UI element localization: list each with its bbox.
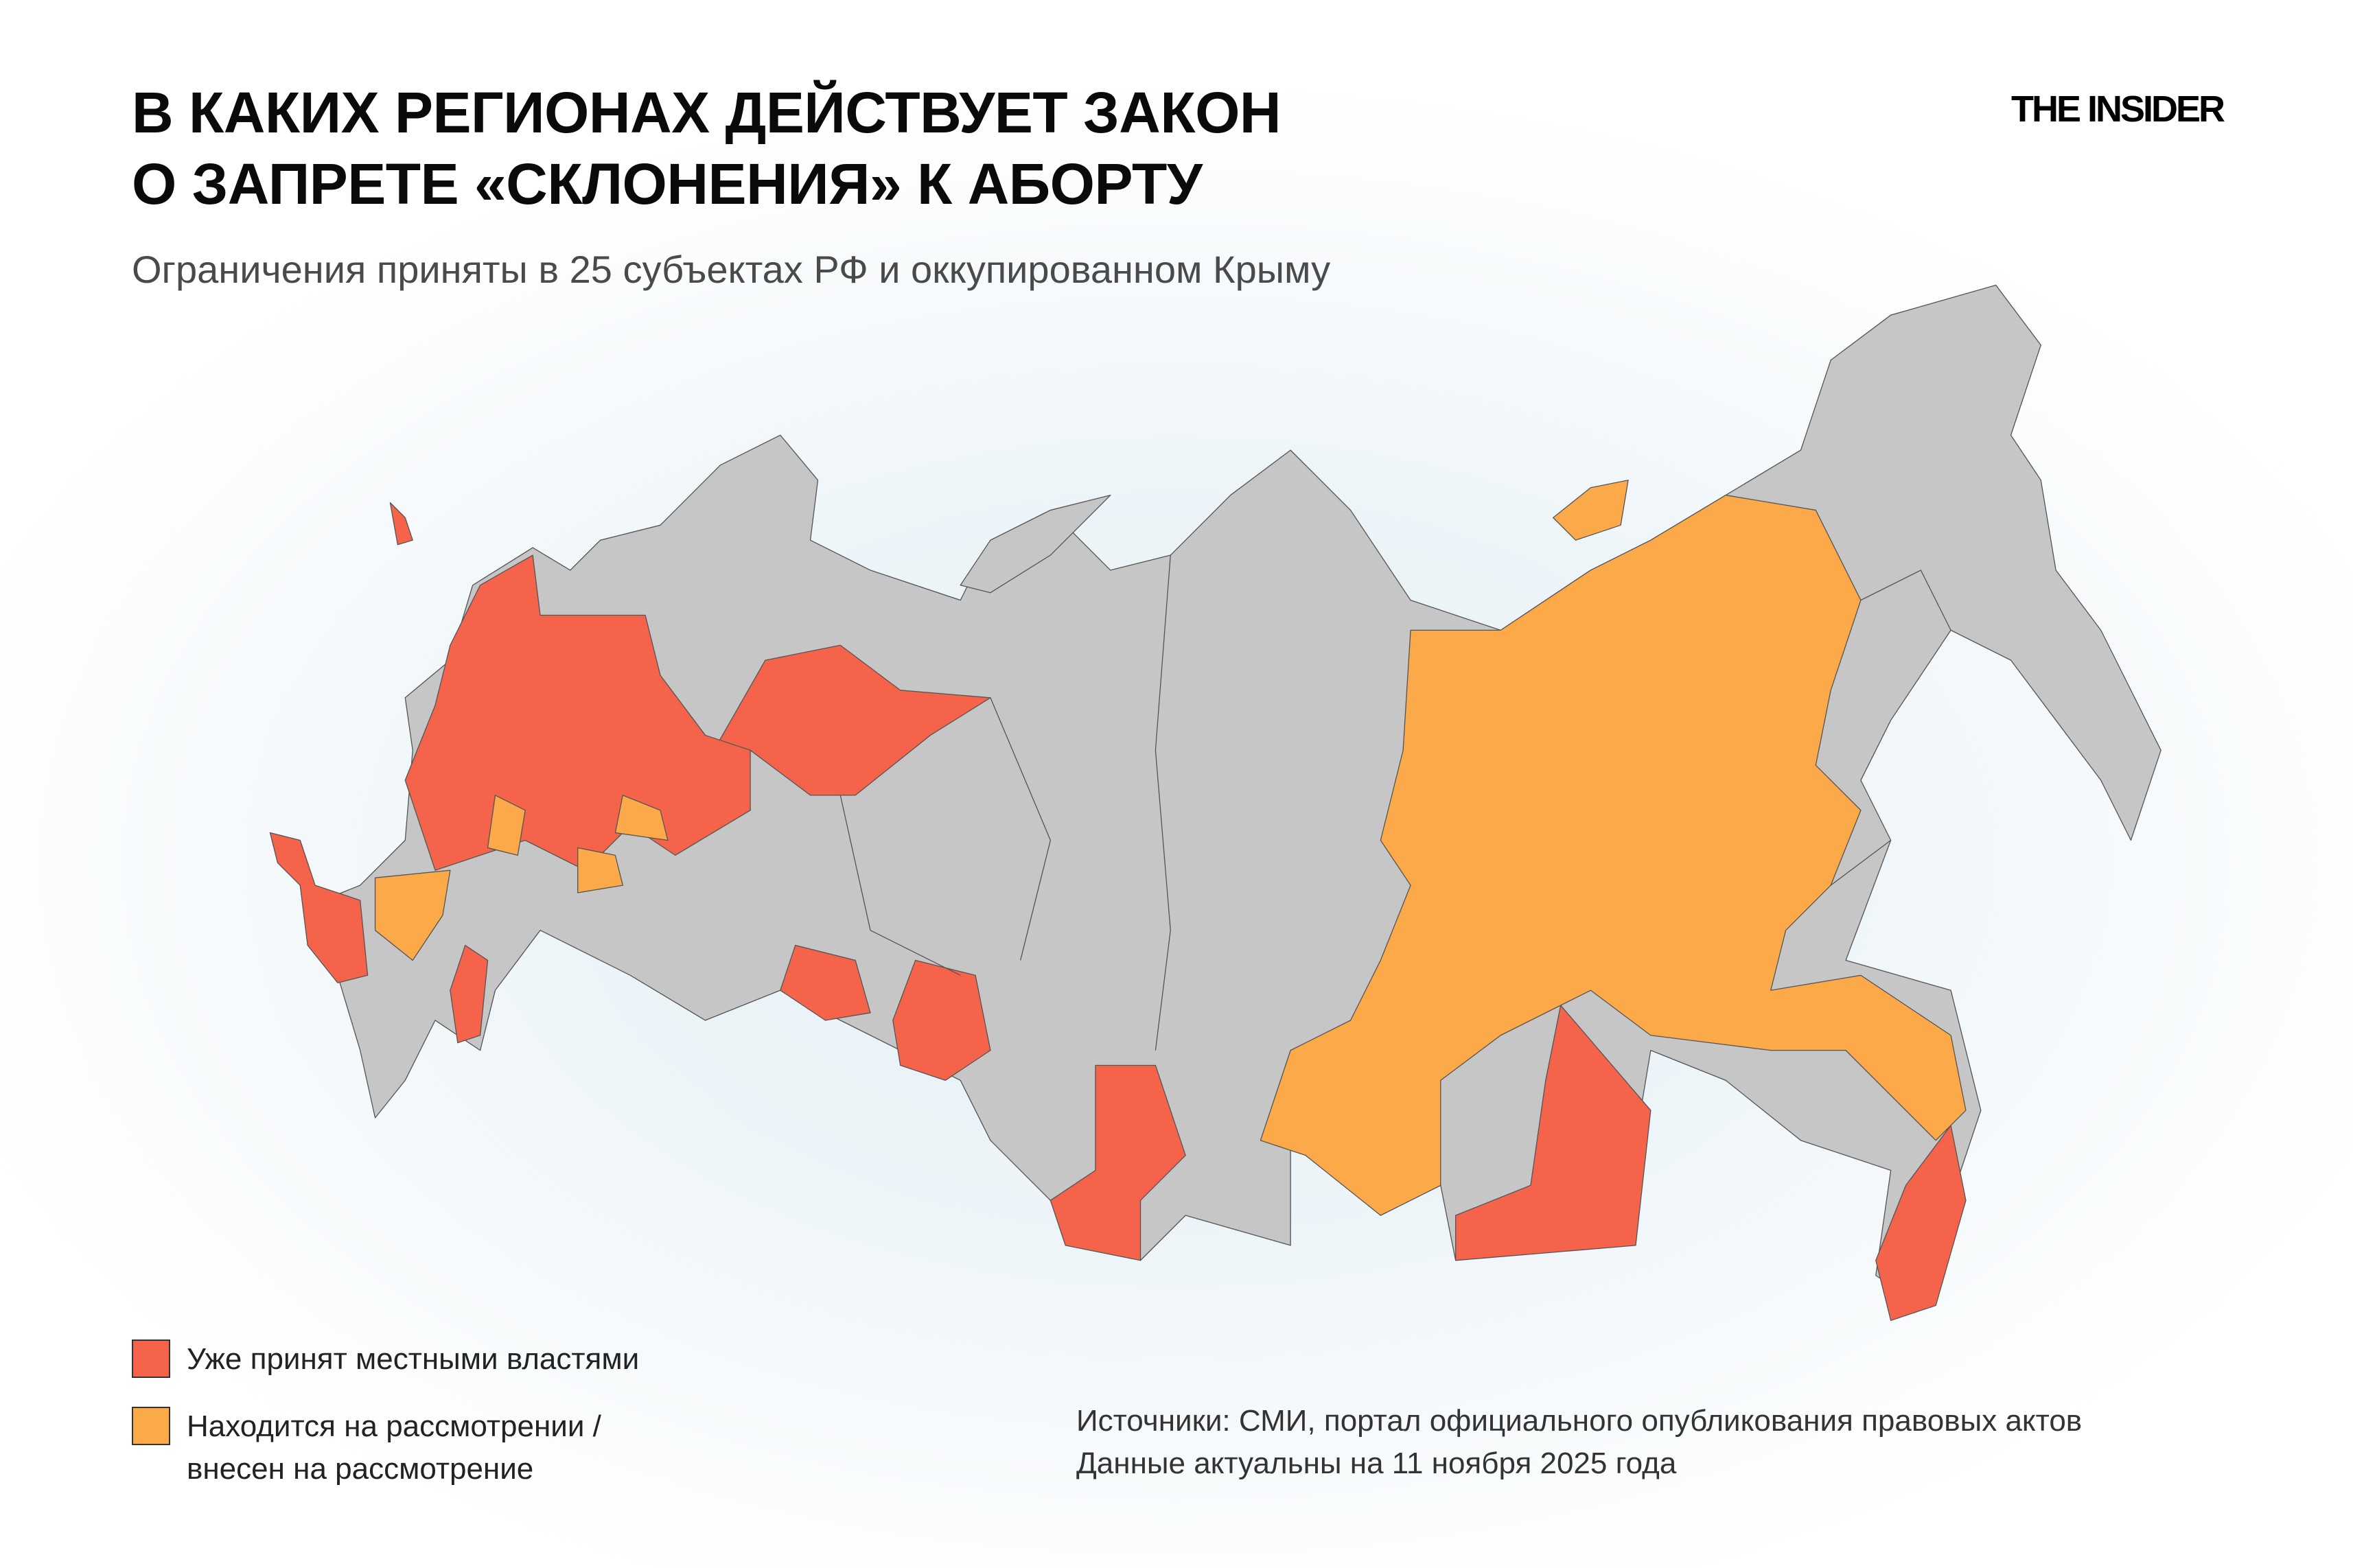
legend-swatch-red — [132, 1339, 170, 1378]
region-under-review-central — [487, 795, 526, 856]
region-under-review-rostov — [374, 869, 451, 961]
page-title: В КАКИХ РЕГИОНАХ ДЕЙСТВУЕТ ЗАКОН О ЗАПРЕ… — [132, 77, 1282, 220]
source-text: Источники: СМИ, портал официального опуб… — [1076, 1404, 2083, 1438]
region-border — [1830, 839, 1892, 886]
region-border — [990, 697, 1052, 961]
legend-item-under-review: Находится на рассмотрении / внесен на ра… — [132, 1405, 639, 1490]
source-note: Источники: СМИ, портал официального опуб… — [1076, 1400, 2082, 1485]
legend-label-line1: Находится на рассмотрении / — [187, 1409, 601, 1443]
region-adopted-omsk — [892, 959, 991, 1081]
region-border — [1860, 570, 1951, 631]
novaya-zemlya — [960, 494, 1111, 594]
title-line-2: О ЗАПРЕТЕ «СКЛОНЕНИЯ» К АБОРТУ — [132, 152, 1203, 216]
legend: Уже принят местными властями Находится н… — [132, 1338, 639, 1515]
region-under-review-islands — [1553, 480, 1629, 541]
region-adopted-caucasus — [450, 944, 489, 1044]
region-adopted-altai — [1050, 1064, 1186, 1261]
region-border — [1155, 554, 1171, 1051]
legend-label: Находится на рассмотрении / внесен на ра… — [187, 1405, 601, 1490]
legend-label: Уже принят местными властями — [187, 1342, 640, 1376]
region-adopted-central-cluster — [404, 554, 751, 871]
region-adopted-primorye — [1875, 1125, 1967, 1321]
the-insider-logo: THE INSIDER — [2011, 89, 2225, 130]
region-adopted-zabaykalsky — [1454, 1005, 1651, 1261]
region-adopted-kaliningrad — [389, 502, 413, 546]
date-text: Данные актуальны на 11 ноября 2025 года — [1076, 1447, 1677, 1480]
region-under-review-siberia-far-east — [1260, 494, 1967, 1216]
region-border — [839, 795, 961, 976]
subtitle: Ограничения приняты в 25 субъектах РФ и … — [132, 248, 1331, 291]
region-adopted-kurgan — [780, 944, 871, 1021]
region-adopted-crimea-south — [269, 832, 369, 983]
region-under-review-volga-north — [614, 795, 669, 841]
title-line-1: В КАКИХ РЕГИОНАХ ДЕЙСТВУЕТ ЗАКОН — [132, 80, 1282, 145]
legend-swatch-orange — [132, 1407, 170, 1445]
legend-item-adopted: Уже принят местными властями — [132, 1338, 639, 1381]
region-under-review-volga — [577, 847, 623, 893]
legend-label-line2: внесен на рассмотрение — [187, 1452, 534, 1486]
